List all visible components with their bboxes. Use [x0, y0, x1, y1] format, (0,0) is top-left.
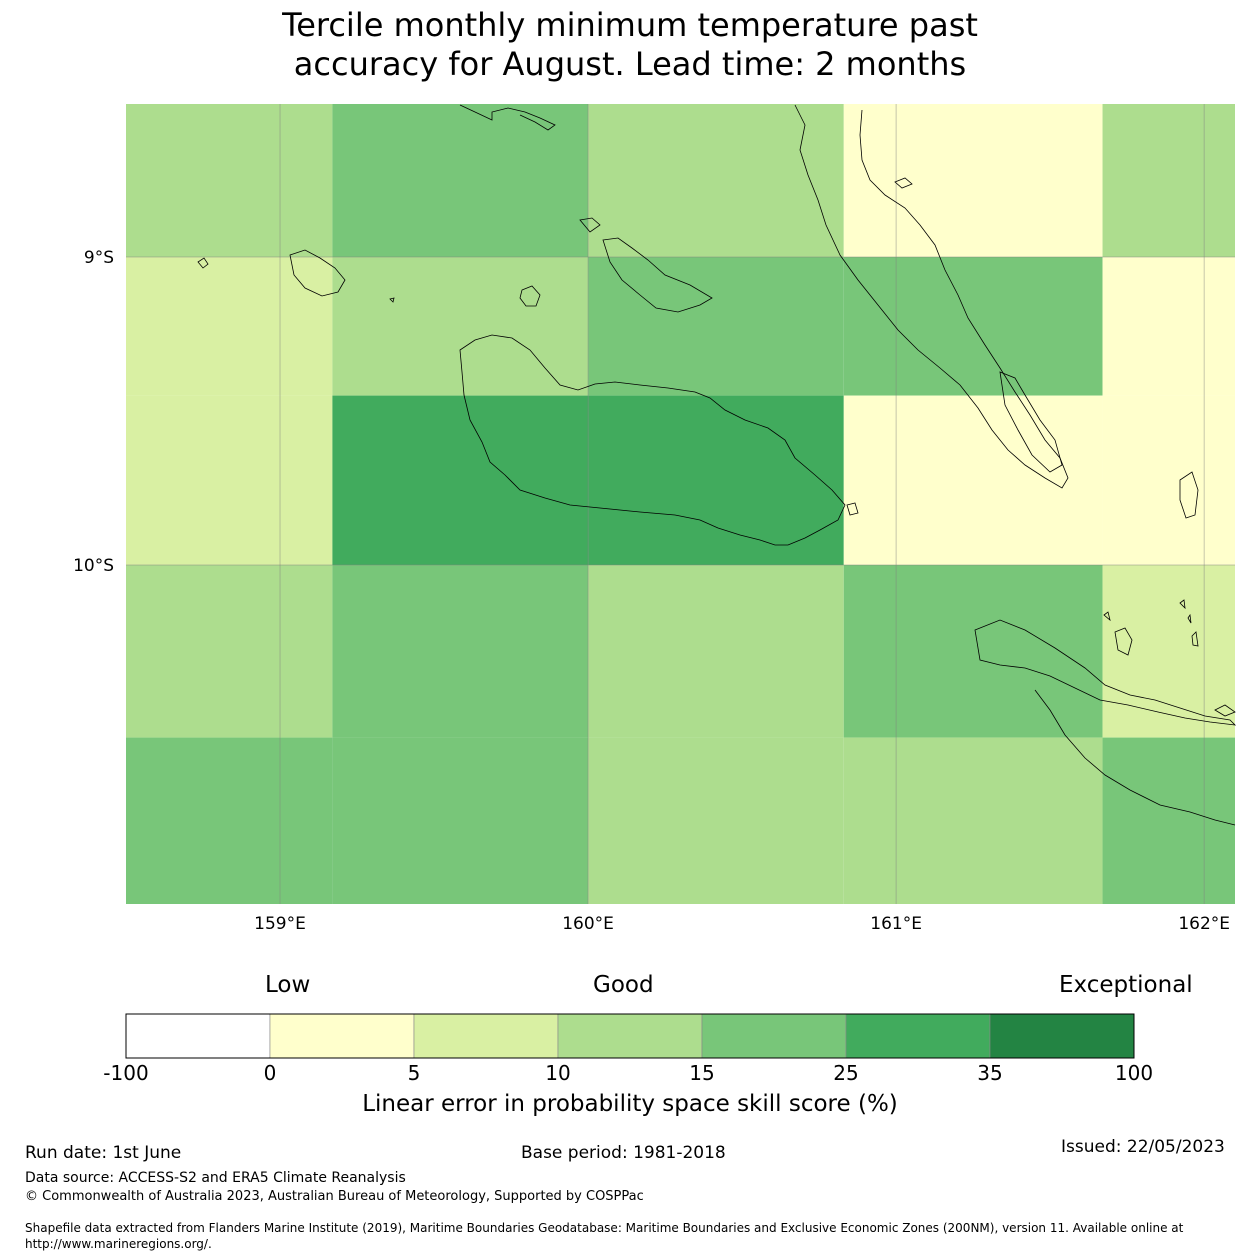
map-title-line-2: accuracy for August. Lead time: 2 months — [293, 45, 967, 83]
coastline-small-malaita — [999, 371, 1063, 473]
coastline-islet-5 — [1191, 631, 1199, 647]
coastline-ulawa — [1179, 471, 1199, 519]
colorbar-segment — [845, 1013, 991, 1059]
graticule-lines — [126, 104, 1235, 904]
colorbar-caption-good: Good — [593, 972, 654, 998]
coastline-russell — [289, 249, 346, 297]
colorbar-tick-label: 0 — [263, 1061, 277, 1085]
skill-cell — [588, 257, 844, 396]
colorbar-tick-label: 5 — [407, 1061, 421, 1085]
lat-tick-label: 9°S — [84, 248, 114, 268]
colorbar-tick-label: 15 — [689, 1061, 715, 1085]
colorbar-frame — [125, 1013, 1135, 1059]
skill-cell — [126, 565, 333, 738]
skill-cell — [126, 737, 333, 904]
skill-cell — [332, 737, 589, 904]
colorbar-tick-label: -100 — [103, 1061, 149, 1085]
shapefile-credit: Shapefile data extracted from Flanders M… — [25, 1220, 1240, 1252]
skill-cell — [843, 395, 1103, 565]
skill-cell — [1102, 737, 1235, 904]
axis-tick-labels: 159°E 160°E 161°E 162°E 9°S 10°S — [73, 248, 1230, 934]
skill-cell — [843, 737, 1103, 904]
shapefile-credit-line-2: http://www.marineregions.org/. — [25, 1237, 212, 1251]
colorbar-tick-label: 35 — [977, 1061, 1003, 1085]
lat-tick-label: 10°S — [73, 556, 114, 576]
colorbar-tick-label: 100 — [1114, 1061, 1154, 1085]
data-source: Data source: ACCESS-S2 and ERA5 Climate … — [25, 1170, 406, 1186]
coastline-malaita — [794, 104, 1069, 489]
colorbar-segment — [989, 1013, 1135, 1059]
skill-cell — [332, 257, 589, 396]
skill-cell — [1102, 257, 1235, 396]
map-title-line-1: Tercile monthly minimum temperature past — [282, 6, 978, 44]
colorbar-tick-label: 10 — [545, 1061, 571, 1085]
shapefile-credit-line-1: Shapefile data extracted from Flanders M… — [25, 1221, 1184, 1235]
colorbar-segment — [413, 1013, 559, 1059]
skill-cell — [332, 104, 589, 257]
coastline-island-west — [197, 257, 209, 269]
skill-cell — [588, 395, 844, 565]
colorbar-segment — [557, 1013, 703, 1059]
colorbar-segment — [701, 1013, 847, 1059]
colorbar — [125, 1013, 1135, 1059]
colorbar-segment — [269, 1013, 415, 1059]
skill-cell — [1102, 395, 1235, 565]
coastline-north-1 — [459, 104, 556, 131]
lon-tick-label: 162°E — [1178, 914, 1230, 934]
coastline-islet-3 — [1179, 599, 1186, 610]
skill-map: 159°E 160°E 161°E 162°E 9°S 10°S — [73, 104, 1237, 934]
coastline-florida-north — [579, 217, 601, 233]
colorbar-caption-low: Low — [265, 972, 311, 998]
skill-cell — [588, 565, 844, 738]
skill-cell — [588, 104, 844, 257]
coastline-islet-2 — [1103, 611, 1111, 622]
skill-cell — [843, 104, 1103, 257]
skill-cell — [588, 737, 844, 904]
coastline-north-2 — [894, 177, 913, 189]
coastline-islet-4 — [1187, 613, 1192, 624]
coastline-rennell — [1034, 689, 1236, 826]
colorbar-segment — [125, 1013, 271, 1059]
coastline-nggela — [602, 237, 713, 313]
coastline-savo — [519, 285, 541, 307]
coastline-islet-7 — [846, 502, 859, 516]
colorbar-label: Linear error in probability space skill … — [362, 1091, 898, 1117]
coastline-islet-1 — [1114, 627, 1133, 656]
base-period: Base period: 1981-2018 — [521, 1143, 726, 1163]
skill-grid-cells — [126, 104, 1235, 904]
colorbar-tick-label: 25 — [833, 1061, 859, 1085]
run-date: Run date: 1st June — [25, 1143, 182, 1163]
lon-tick-label: 160°E — [562, 914, 614, 934]
coastlines — [197, 104, 1237, 826]
skill-cell — [1102, 565, 1235, 738]
skill-cell — [126, 104, 333, 257]
coastline-makira — [974, 619, 1237, 726]
copyright: © Commonwealth of Australia 2023, Austra… — [25, 1189, 644, 1204]
coastline-islet-6 — [1214, 704, 1236, 717]
skill-cell — [126, 257, 333, 396]
skill-cell — [332, 565, 589, 738]
issued-date: Issued: 22/05/2023 — [1061, 1137, 1225, 1157]
coastline-islet-8 — [389, 297, 395, 303]
colorbar-caption-exceptional: Exceptional — [1059, 972, 1193, 998]
lon-tick-label: 159°E — [254, 914, 306, 934]
skill-cell — [1102, 104, 1235, 257]
lon-tick-label: 161°E — [870, 914, 922, 934]
skill-cell — [843, 565, 1103, 738]
skill-cell — [126, 395, 333, 565]
coastline-guadalcanal — [459, 334, 846, 546]
skill-cell — [332, 395, 589, 565]
